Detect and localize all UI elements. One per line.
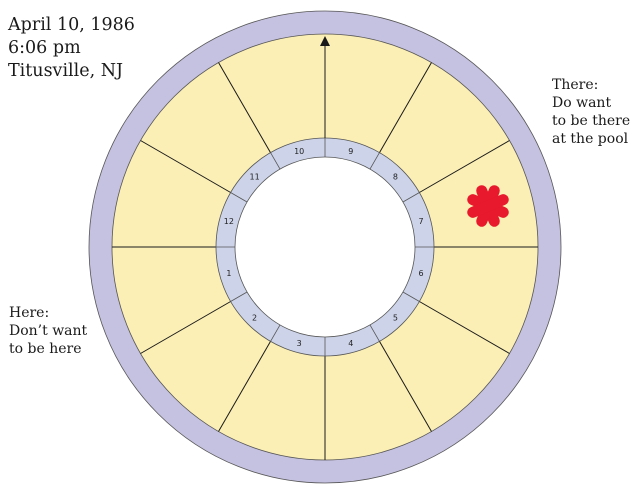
there-line-2: Do want: [552, 95, 612, 111]
house-number-3: 3: [297, 339, 302, 348]
up-arrow-icon: [320, 36, 330, 46]
ring-divider: [402, 192, 420, 203]
here-line-2: Don’t want: [9, 323, 88, 339]
here-line-3: to be here: [9, 341, 82, 357]
birth-place: Titusville, NJ: [8, 61, 124, 81]
inner-ring-dividers: [216, 138, 434, 356]
house-number-1: 1: [226, 269, 231, 278]
here-line-1: Here:: [9, 305, 50, 321]
birth-date: April 10, 1986: [8, 15, 135, 35]
house-cusp-line: [379, 341, 432, 432]
there-line-3: to be there: [552, 113, 631, 129]
there-annotation: There: Do want to be there at the pool: [552, 76, 630, 148]
ring-divider: [369, 152, 380, 170]
ring-divider: [230, 192, 248, 203]
house-number-12: 12: [224, 217, 234, 226]
house-number-5: 5: [393, 313, 398, 322]
center-circle: [234, 156, 416, 338]
ring-divider: [402, 291, 420, 302]
birth-info: April 10, 1986 6:06 pm Titusville, NJ: [8, 14, 135, 83]
house-cusp-line: [140, 301, 231, 354]
house-cusp-line: [218, 341, 271, 432]
ring-divider: [270, 152, 281, 170]
there-line-4: at the pool: [552, 131, 629, 147]
house-number-4: 4: [348, 339, 353, 348]
house-number-11: 11: [250, 173, 260, 182]
house-number-10: 10: [294, 147, 304, 156]
ring-divider: [230, 291, 248, 302]
house-number-8: 8: [393, 173, 398, 182]
house-cusp-lines: [112, 62, 538, 460]
ring-divider: [270, 324, 281, 342]
here-annotation: Here: Don’t want to be here: [9, 304, 87, 358]
house-number-7: 7: [419, 217, 424, 226]
house-cusp-line: [419, 301, 510, 354]
there-line-1: There:: [552, 77, 599, 93]
house-cusp-line: [419, 140, 510, 193]
house-number-2: 2: [252, 313, 257, 322]
house-number-9: 9: [348, 147, 353, 156]
birth-time: 6:06 pm: [8, 38, 81, 58]
ring-divider: [369, 324, 380, 342]
house-cusp-line: [218, 62, 271, 153]
house-cusp-line: [379, 62, 432, 153]
house-cusp-line: [140, 140, 231, 193]
red-asterisk-icon: [467, 185, 509, 227]
house-number-6: 6: [419, 269, 424, 278]
